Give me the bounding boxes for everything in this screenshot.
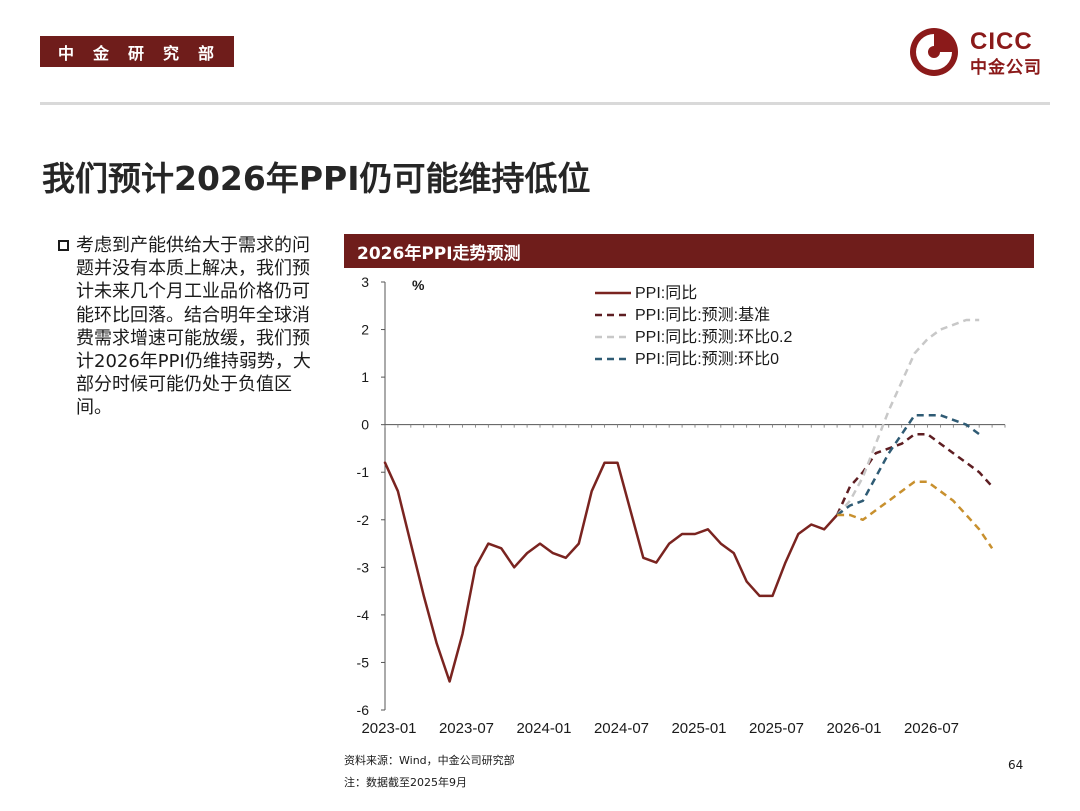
header-divider xyxy=(40,102,1050,105)
chart-header-title: 2026年PPI走势预测 xyxy=(357,243,521,264)
page-number: 64 xyxy=(1008,758,1024,772)
x-tick-label: 2023-07 xyxy=(439,720,494,737)
x-tick-label: 2025-01 xyxy=(671,720,726,737)
y-tick-label: -4 xyxy=(357,607,370,623)
y-tick-label: 1 xyxy=(361,369,369,385)
logo-text-cn: 中金公司 xyxy=(970,58,1042,78)
legend-label: PPI:同比:预测:环比0.2 xyxy=(635,328,792,346)
y-tick-label: 3 xyxy=(361,274,369,290)
y-tick-label: -6 xyxy=(357,702,370,718)
x-tick-label: 2025-07 xyxy=(749,720,804,737)
series-line-2 xyxy=(836,318,980,516)
y-unit-label: % xyxy=(412,277,425,293)
series-line-4 xyxy=(837,480,994,550)
cicc-emblem-icon xyxy=(910,28,958,76)
series-line-0 xyxy=(383,461,839,683)
series-line-3 xyxy=(836,413,980,517)
y-tick-label: -2 xyxy=(357,512,370,528)
y-tick-label: 0 xyxy=(361,417,369,433)
y-tick-label: 2 xyxy=(361,322,369,338)
y-tick-label: -1 xyxy=(357,464,370,480)
logo-text-en: CICC xyxy=(970,28,1033,55)
department-tag: 中金研究部 xyxy=(40,36,234,67)
bullet-square-icon xyxy=(58,240,69,251)
cicc-logo: CICC 中金公司 xyxy=(908,26,1053,78)
page-title: 我们预计2026年PPI仍可能维持低位 xyxy=(42,159,591,198)
x-tick-label: 2023-01 xyxy=(361,720,416,737)
legend-label: PPI:同比:预测:环比0 xyxy=(635,350,779,368)
legend-label: PPI:同比:预测:基准 xyxy=(635,306,770,324)
source-note: 资料来源：Wind，中金公司研究部 xyxy=(344,754,515,767)
x-tick-label: 2026-01 xyxy=(826,720,881,737)
y-tick-label: -5 xyxy=(357,654,370,670)
y-tick-label: -3 xyxy=(357,559,370,575)
department-label: 中金研究部 xyxy=(58,43,234,63)
body-paragraph: 考虑到产能供给大于需求的问题并没有本质上解决，我们预计未来几个月工业品价格仍可能… xyxy=(76,235,311,419)
data-cutoff-note: 注：数据截至2025年9月 xyxy=(344,776,467,789)
series-line-1 xyxy=(835,432,994,516)
x-tick-label: 2024-07 xyxy=(594,720,649,737)
x-tick-label: 2026-07 xyxy=(904,720,959,737)
legend-label: PPI:同比 xyxy=(635,284,697,302)
chart-header: 2026年PPI走势预测 xyxy=(344,234,1034,268)
ppi-forecast-chart: 3 2 1 0 -1 -2 -3 -4 -5 -6% 2023-01 2023-07 2024-01 20… xyxy=(357,274,1006,737)
x-tick-label: 2024-01 xyxy=(516,720,571,737)
